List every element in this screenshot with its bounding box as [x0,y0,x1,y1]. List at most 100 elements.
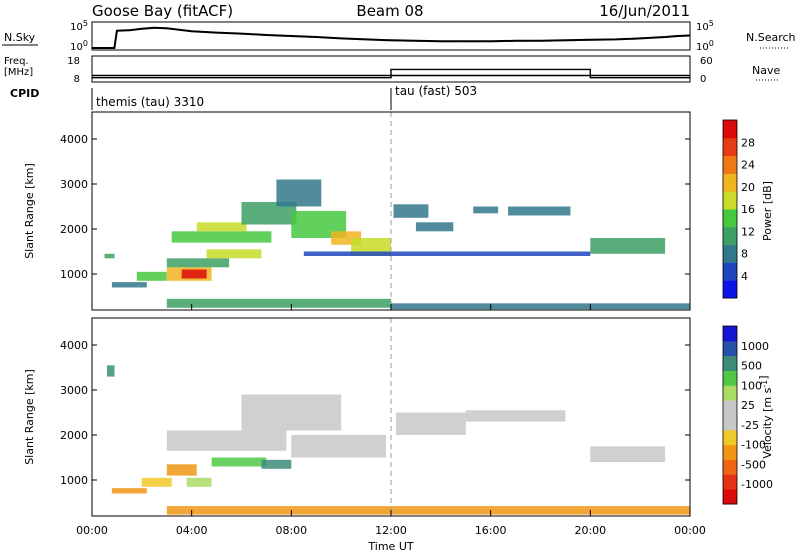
power-patch [415,222,454,232]
colorbar-tick-label: 500 [741,360,762,373]
x-tick-label: 00:00 [76,524,108,537]
nave-line [92,68,690,79]
power-panel: 1000 2000 3000 4000 Slant Range [km] 4 8 12 16… [23,111,774,311]
power-patch [181,269,207,279]
power-patch [473,206,499,214]
frequency-panel-frame [91,55,691,83]
freq-tick-low: 8 [74,74,80,85]
x-axis-ticks: 00:00 04:00 08:00 12:00 16:00 20:00 00:00 [76,304,706,537]
cpid-panel: CPID themis (tau) 3310 tau (fast) 503 [10,84,477,110]
power-patch [166,298,392,308]
colorbar-segment [723,137,737,157]
x-tick-label: 20:00 [574,524,606,537]
y-tick-label: 4000 [60,133,88,146]
velocity-panel: 1000 2000 3000 4000 Slant Range [km] -1000 -… [23,317,774,517]
colorbar-tick-label: 1000 [741,340,769,353]
power-patch [111,282,147,288]
colorbar-segment [723,155,737,174]
colorbar-tick-label: 28 [741,136,755,149]
power-patch [241,202,297,225]
colorbar-segment [723,474,737,490]
power-patch [206,249,262,259]
velocity-colorbar-label: Velocity [m s-1] [757,375,774,458]
velocity-colorbar: -1000 -500 -100 -25 25 100 500 1000 [722,325,773,505]
x-tick-label: 08:00 [275,524,307,537]
velocity-patch [141,477,172,487]
power-patch [171,231,272,243]
power-patch [136,271,167,281]
freq-unit-label: [MHz] [4,67,33,78]
noise-sky-line [92,26,691,49]
power-patch [166,258,230,268]
y-tick-label: 2000 [60,223,88,236]
y-tick-label: 1000 [60,474,88,487]
date-title: 16/Jun/2011 [599,2,690,20]
velocity-patch [261,459,292,469]
station-title: Goose Bay (fitACF) [92,2,233,20]
colorbar-segment [723,226,737,246]
x-axis-label: Time UT [367,540,413,553]
colorbar-segment [723,173,737,192]
velocity-patch [396,412,466,435]
colorbar-segment [723,429,737,446]
power-patch [590,238,666,254]
power-y-ticks: 1000 2000 3000 4000 [60,133,690,281]
velocity-patch [186,477,212,487]
colorbar-segment [723,209,737,228]
colorbar-tick-label: 20 [741,181,755,194]
colorbar-segment [723,400,737,416]
velocity-patch [107,365,115,377]
noise-search-line [92,27,691,49]
velocity-y-ticks: 1000 2000 3000 4000 [60,339,690,487]
freq-tick-high: 18 [67,56,80,67]
colorbar-tick-label: 8 [741,248,748,261]
power-patch [391,303,690,310]
y-tick-label: 4000 [60,339,88,352]
noise-tick-high-right: 105 [696,19,714,33]
velocity-patch [166,506,691,515]
power-patch [303,251,591,256]
velocity-patch [111,488,147,494]
colorbar-segment [723,355,737,371]
velocity-patch [291,435,386,458]
nave-tick-low: 0 [700,74,706,85]
velocity-patch [166,430,287,451]
x-tick-label: 12:00 [375,524,407,537]
beam-title: Beam 08 [356,2,423,20]
x-tick-label: 00:00 [674,524,706,537]
colorbar-tick-label: 25 [741,399,755,412]
colorbar-segment [723,415,737,431]
power-patch [276,179,322,207]
cpid-label: CPID [10,87,39,100]
velocity-data-patches [107,365,691,515]
noise-tick-low-left: 100 [70,39,88,53]
colorbar-segment [723,120,737,139]
colorbar-tick-label: 12 [741,225,755,238]
frequency-traces [92,68,690,79]
freq-label: Freq. [4,56,29,67]
colorbar-tick-label: -100 [741,439,766,452]
colorbar-segment [723,370,737,386]
y-tick-label: 3000 [60,178,88,191]
colorbar-frame [722,119,738,299]
x-tick-label: 04:00 [176,524,208,537]
colorbar-tick-label: -500 [741,458,766,471]
colorbar-tick-label: -1000 [741,478,773,491]
colorbar-segment [723,280,737,299]
noise-panel: N.Sky 105 100 105 100 N.Search [2,19,796,53]
colorbar-tick-label: 24 [741,159,755,172]
y-tick-label: 3000 [60,384,88,397]
colorbar-tick-label: -25 [741,419,759,432]
nave-tick-high: 60 [700,56,713,67]
power-data-patches [104,179,690,310]
nave-label: Nave [752,64,780,77]
cpid-mode-1: themis (tau) 3310 [96,95,204,109]
x-tick-label: 16:00 [475,524,507,537]
velocity-patch [590,446,666,463]
velocity-patch [241,394,342,431]
cpid-mode-2: tau (fast) 503 [395,84,477,98]
velocity-ylabel: Slant Range [km] [23,369,36,465]
velocity-patch [211,457,267,467]
y-tick-label: 2000 [60,429,88,442]
